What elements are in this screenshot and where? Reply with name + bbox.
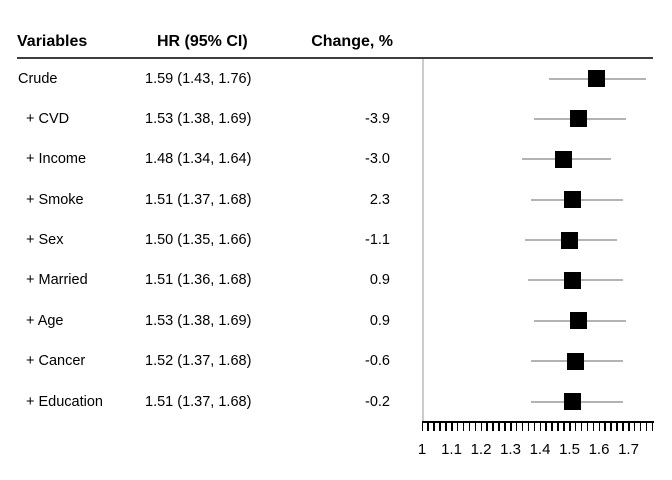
axis-minor-tick — [486, 421, 488, 431]
axis-minor-tick — [427, 421, 429, 431]
axis-minor-tick — [462, 421, 465, 431]
axis-minor-tick — [604, 421, 606, 431]
axis-minor-tick — [521, 421, 524, 431]
axis-tick-label: 1.7 — [618, 441, 639, 458]
axis-minor-tick — [628, 421, 630, 431]
axis-minor-tick — [551, 421, 553, 431]
axis-minor-tick — [557, 421, 559, 431]
row-variable-label: + Smoke — [26, 191, 84, 208]
hr-point-marker — [563, 191, 581, 209]
column-header-hr: HR (95% CI) — [157, 33, 248, 50]
row-change-value: -0.6 — [365, 353, 390, 370]
hr-point-marker — [569, 312, 587, 330]
axis-minor-tick — [433, 421, 435, 431]
axis-minor-tick — [639, 421, 642, 431]
axis-minor-tick — [574, 421, 577, 431]
hr-point-marker — [563, 271, 581, 289]
row-change-value: 2.3 — [369, 191, 390, 208]
axis-ruler-line — [422, 421, 654, 423]
axis-tick-label: 1.2 — [470, 441, 492, 458]
row-variable-label: + Education — [26, 393, 103, 410]
axis-minor-tick — [468, 421, 471, 431]
row-variable-label: + Sex — [26, 232, 64, 248]
row-hr-ci-text: 1.51 (1.37, 1.68) — [145, 393, 252, 410]
column-header-variables: Variables — [17, 33, 88, 50]
axis-minor-tick — [569, 421, 571, 431]
row-hr-ci-text: 1.51 (1.36, 1.68) — [145, 272, 252, 289]
hr-point-marker — [566, 352, 584, 370]
axis-tick-label: 1.5 — [559, 441, 580, 458]
row-change-value: -1.1 — [365, 232, 390, 248]
row-hr-ci-text: 1.53 (1.38, 1.69) — [145, 312, 252, 329]
row-change-value: -3.9 — [365, 110, 390, 127]
axis-minor-tick — [480, 421, 482, 431]
axis-minor-tick — [616, 421, 618, 431]
hr-point-marker — [587, 70, 605, 87]
row-variable-label: + CVD — [26, 110, 70, 127]
hr-point-marker — [569, 110, 587, 128]
axis-minor-tick — [515, 421, 518, 431]
row-change-value: -0.2 — [365, 393, 390, 410]
axis-tick-label: 1.6 — [588, 441, 610, 458]
hr-point-marker — [561, 231, 578, 249]
hr-point-marker — [555, 150, 573, 168]
row-hr-ci-text: 1.59 (1.43, 1.76) — [145, 70, 252, 87]
row-hr-ci-text: 1.52 (1.37, 1.68) — [145, 353, 252, 370]
axis-minor-tick — [504, 421, 506, 431]
axis-minor-tick — [580, 421, 583, 431]
axis-minor-tick — [610, 421, 612, 431]
row-hr-ci-text: 1.53 (1.38, 1.69) — [145, 110, 252, 127]
row-change-value: -3.0 — [365, 151, 390, 168]
axis-minor-tick — [474, 421, 477, 431]
axis-minor-tick — [545, 421, 547, 431]
axis-minor-tick — [539, 421, 541, 431]
axis-minor-tick — [645, 421, 648, 431]
hr-point-marker — [563, 393, 581, 410]
axis-minor-tick — [498, 421, 500, 431]
row-variable-label: + Income — [26, 151, 87, 168]
axis-tick-label: 1.4 — [529, 441, 551, 458]
axis-tick-label: 1 — [417, 441, 427, 458]
plot-left-boundary-line — [422, 59, 424, 421]
axis-minor-tick — [622, 421, 624, 431]
row-variable-label: + Married — [26, 272, 88, 289]
axis-minor-tick — [456, 421, 459, 431]
axis-minor-tick — [510, 421, 512, 431]
row-variable-label: Crude — [18, 70, 58, 87]
header-rule — [17, 57, 653, 59]
axis-minor-tick — [451, 421, 453, 431]
row-variable-label: + Cancer — [26, 353, 86, 370]
column-header-change: Change, % — [311, 33, 393, 50]
axis-minor-tick — [421, 421, 423, 431]
row-hr-ci-text: 1.51 (1.37, 1.68) — [145, 191, 252, 208]
row-change-value: 0.9 — [369, 312, 390, 329]
row-change-value: 0.9 — [369, 272, 390, 289]
axis-minor-tick — [533, 421, 536, 431]
axis-minor-tick — [563, 421, 565, 431]
axis-tick-label: 1.3 — [500, 441, 521, 458]
axis-tick-label: 1.1 — [441, 441, 462, 458]
axis-minor-tick — [445, 421, 447, 431]
row-hr-ci-text: 1.48 (1.34, 1.64) — [145, 151, 252, 168]
axis-minor-tick — [492, 421, 494, 431]
axis-minor-tick — [586, 421, 589, 431]
axis-minor-tick — [598, 421, 600, 431]
axis-minor-tick — [439, 421, 441, 431]
axis-minor-tick — [592, 421, 595, 431]
axis-minor-tick — [651, 421, 654, 431]
axis-minor-tick — [633, 421, 636, 431]
row-variable-label: + Age — [26, 312, 64, 329]
axis-minor-tick — [527, 421, 530, 431]
row-hr-ci-text: 1.50 (1.35, 1.66) — [145, 232, 252, 248]
